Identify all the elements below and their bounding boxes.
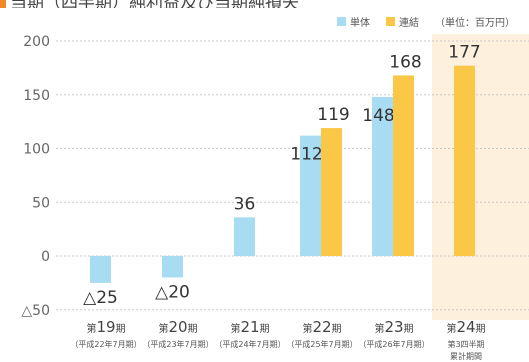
x-category-label: 第22期 [302,318,341,336]
legend-swatch-consolidated [386,17,395,26]
legend-swatch-single [337,17,346,26]
bar-consolidated [454,65,475,256]
x-category-sublabel: 第3四半期 [447,339,484,349]
title-marker [0,0,6,8]
x-category-sublabel: （平成24年7月期） [214,339,285,349]
legend-label-consolidated: 連結 [399,18,419,29]
x-category-sublabel: （平成26年7月期） [358,339,429,349]
x-category-sublabel: （平成23年7月期） [142,339,213,349]
bar-consolidated [393,75,414,257]
bar-single [90,256,111,283]
bar-single [162,256,183,278]
x-category-label: 第21期 [230,318,269,336]
y-tick-label: 100 [23,142,50,158]
bar-consolidated [321,128,342,256]
data-label-consolidated: 177 [448,43,480,63]
bar-single [300,135,321,256]
data-label-consolidated: 168 [389,52,421,72]
y-tick-label: 0 [41,249,50,265]
x-category-label: 第24期 [446,318,485,336]
data-label-single: 112 [290,145,322,165]
title-text: 当期（四半期）純利益及び当期純損失 [10,0,299,8]
bar-single [234,217,255,256]
chart-legend: 単体 連結 （単位：百万円） [337,14,515,29]
y-tick-label: 200 [23,34,50,50]
y-tick-label: 50 [32,195,50,211]
data-label-consolidated: 119 [317,105,349,125]
x-category-label: 第23期 [374,318,413,336]
y-tick-label: 150 [23,88,50,104]
x-category-sublabel: （平成22年7月期） [70,339,141,349]
x-category-label: 第19期 [86,318,125,336]
legend-label-single: 単体 [350,18,370,29]
data-label-single: △20 [155,283,190,303]
y-tick-label: △50 [21,303,50,319]
data-label-single: 36 [234,194,256,214]
x-category-label: 第20期 [158,318,197,336]
x-category-sublabel-2: 累計期間 [450,351,482,361]
data-label-single: 148 [362,106,394,126]
highlight-background [432,34,529,320]
page-title: 当期（四半期）純利益及び当期純損失 [0,0,529,8]
data-label-single: △25 [83,288,118,308]
legend-unit: （単位：百万円） [435,18,515,29]
x-category-sublabel: （平成25年7月期） [286,339,357,349]
bar-single [372,96,393,257]
